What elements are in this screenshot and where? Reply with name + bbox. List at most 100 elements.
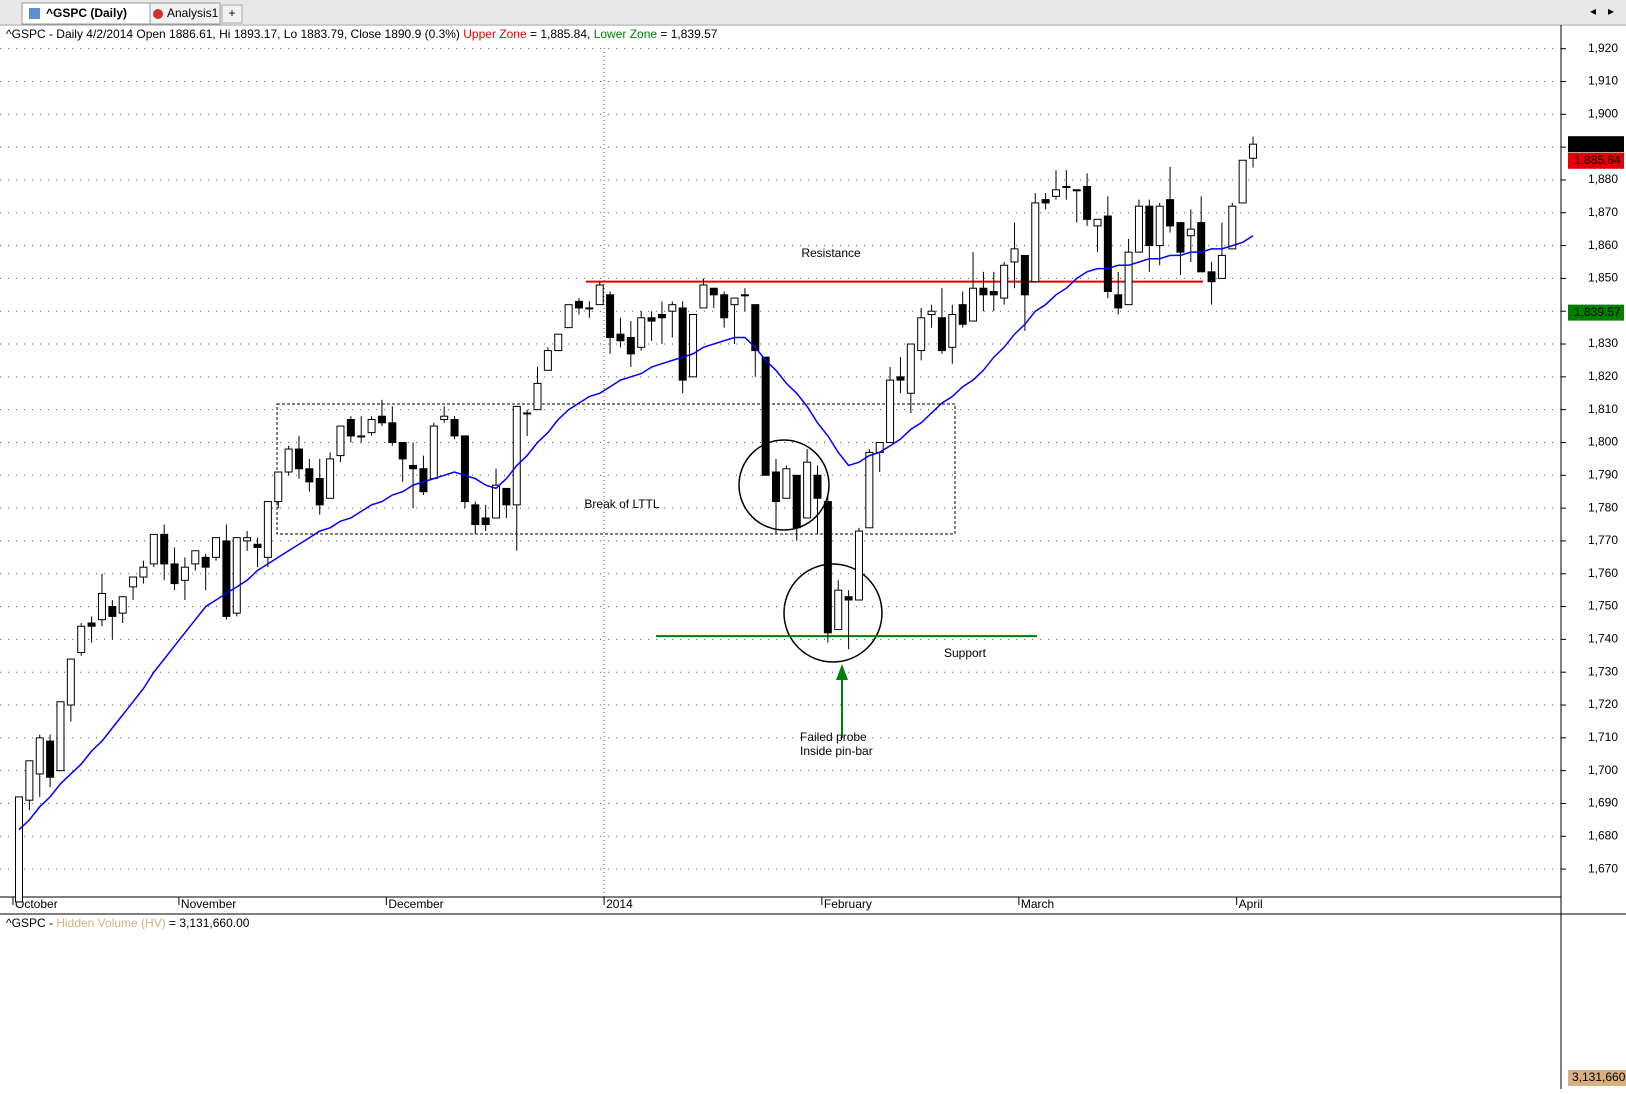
candle-body [346,419,355,437]
candle-body [201,556,210,568]
candle-body [564,304,573,329]
price-badge [1568,152,1624,169]
volume-symbol: ^GSPC - [6,916,56,930]
y-tick-label: 1,680 [1588,828,1618,842]
candle-body [854,530,863,601]
candle-body [212,537,221,558]
tab-icon [29,8,40,19]
x-tick-label: October [15,897,58,911]
candle-body [460,435,469,503]
y-tick-label: 1,900 [1588,106,1618,120]
lower-zone-value: = 1,839.57 [657,27,718,41]
candle-body [108,606,117,617]
candle-body [409,464,418,470]
candle-body [492,484,501,519]
candle-body [989,291,998,296]
candle-body [813,474,822,499]
tab-label[interactable]: Analysis1 [167,6,219,20]
candle-body [191,550,200,565]
annotation: Failed probe [800,730,867,744]
y-tick-label: 1,790 [1588,467,1618,481]
annotation-box [276,403,956,535]
candle-body [979,287,988,296]
candle-body [253,543,262,548]
annotation-circle [783,563,883,663]
candle-body [367,419,376,434]
candle-body [1062,186,1071,189]
header-main: ^GSPC - Daily 4/2/2014 Open 1886.61, Hi … [6,27,460,41]
candle-body [294,448,303,470]
candle-body [77,625,86,654]
candle-body [709,287,718,296]
y-tick-label: 1,750 [1588,599,1618,613]
volume-name: Hidden Volume (HV) [56,916,165,930]
candle-body [429,425,438,480]
annotation: Break of LTTL [584,497,659,511]
candle-body [1166,199,1175,227]
candle-body [720,294,729,319]
tab[interactable] [149,2,221,25]
y-tick-label: 1,910 [1588,74,1618,88]
candle-body [160,533,169,565]
candle-body [25,760,34,801]
y-tick-label: 1,870 [1588,205,1618,219]
volume-value: = 3,131,660.00 [166,916,250,930]
y-tick-label: 1,670 [1588,861,1618,875]
candle-body [1238,159,1247,204]
candle-body [896,376,905,381]
new-tab-button[interactable] [221,4,243,24]
header: ^GSPC - Daily 4/2/2014 Open 1886.61, Hi … [6,27,718,41]
candle-body [740,294,749,297]
candle-body [782,468,791,499]
candle-body [574,300,583,309]
candle-body [523,412,532,415]
y-tick-label: 1,730 [1588,664,1618,678]
upper-zone-value: = 1,885.84, [527,27,594,41]
y-tick-label: 1,850 [1588,271,1618,285]
candle-body [1207,271,1216,283]
candle-body [139,566,148,578]
candle-body [1052,189,1060,197]
candle-body [46,740,55,778]
candle-body [450,419,459,437]
candle-body [1114,294,1123,309]
candle-body [1020,254,1029,296]
price-badge [1568,136,1624,153]
candle-body [388,422,397,443]
moving-average [18,235,1254,831]
candle-body [1124,251,1133,306]
new-tab-icon[interactable]: + [228,6,235,20]
candle-body [1249,143,1258,159]
y-tick-label: 1,820 [1588,369,1618,383]
candle-body [419,468,428,493]
volume-badge [1568,1070,1626,1086]
y-tick-label: 1,740 [1588,632,1618,646]
candle-body [823,501,832,634]
volume-header: ^GSPC - Hidden Volume (HV) = 3,131,660.0… [6,916,250,930]
scroll-left[interactable]: ◂ [1590,4,1596,18]
candle-body [958,304,967,325]
scroll-right[interactable]: ▸ [1608,4,1614,18]
candle-body [1093,218,1102,227]
candle-body [834,589,843,631]
candle-body [647,317,656,322]
candle-body [616,333,625,342]
tab-icon [153,9,163,19]
x-tick-label: November [181,897,236,911]
tab-label[interactable]: ^GSPC (Daily) [46,6,127,20]
candle-body [969,287,978,322]
candle-body [502,487,511,506]
x-tick-label: March [1021,897,1054,911]
y-tick-label: 1,710 [1588,730,1618,744]
candle-body [792,474,801,529]
candle-body [1134,205,1143,253]
candle-body [730,297,739,306]
candle-body [512,405,521,506]
candle-body [844,596,853,601]
y-tick-label: 1,830 [1588,336,1618,350]
candle-body [471,504,480,526]
y-tick-label: 1,700 [1588,763,1618,777]
candle-body [1186,228,1195,237]
y-tick-label: 1,810 [1588,402,1618,416]
candle-body [1041,199,1050,204]
